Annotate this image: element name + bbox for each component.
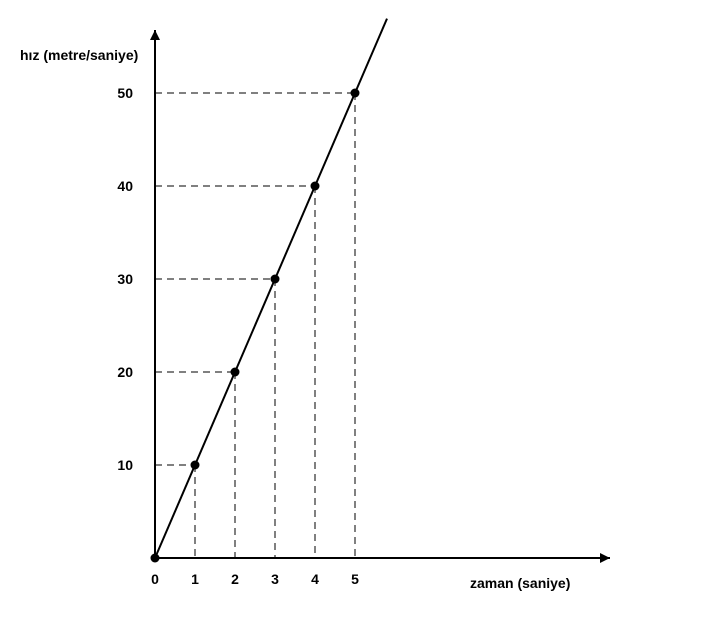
x-tick-label: 1	[191, 571, 199, 587]
x-tick-label: 3	[271, 571, 279, 587]
x-tick-label: 4	[311, 571, 319, 587]
x-axis-label: zaman (saniye)	[470, 575, 570, 591]
x-tick-label: 0	[151, 571, 159, 587]
x-tick-label: 5	[351, 571, 359, 587]
chart-bg	[0, 0, 720, 634]
y-axis-label: hız (metre/saniye)	[20, 47, 138, 63]
x-tick-label: 2	[231, 571, 239, 587]
y-tick-label: 20	[117, 364, 133, 380]
y-tick-label: 10	[117, 457, 133, 473]
y-tick-label: 30	[117, 271, 133, 287]
data-point	[231, 368, 240, 377]
data-point	[151, 554, 160, 563]
data-point	[351, 89, 360, 98]
data-point	[191, 461, 200, 470]
velocity-time-chart: 0 1 2 3 4 5 10 20 30 40 50 hız (metre/saniye) zaman …	[0, 0, 720, 634]
y-tick-label: 40	[117, 178, 133, 194]
chart-container: 0 1 2 3 4 5 10 20 30 40 50 hız (metre/saniye) zaman …	[0, 0, 720, 634]
data-point	[311, 182, 320, 191]
y-tick-label: 50	[117, 85, 133, 101]
data-point	[271, 275, 280, 284]
